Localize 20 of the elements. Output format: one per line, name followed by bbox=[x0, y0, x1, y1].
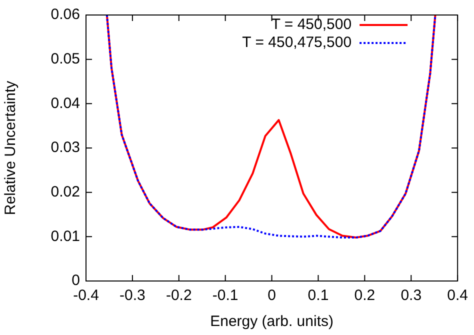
y-tick-label: 0.03 bbox=[50, 139, 80, 156]
y-tick-label: 0.06 bbox=[50, 6, 80, 24]
x-tick-label: 0.3 bbox=[400, 287, 422, 304]
x-tick-label: 0.4 bbox=[447, 287, 468, 304]
x-tick-label: -0.3 bbox=[120, 287, 146, 304]
x-tick-label: -0.4 bbox=[73, 287, 99, 304]
legend-label: T = 450,500 bbox=[271, 16, 352, 34]
y-axis-title: Relative Uncertainty bbox=[2, 80, 20, 216]
y-tick-label: 0.05 bbox=[50, 50, 80, 68]
y-tick-label: 0.02 bbox=[50, 183, 80, 200]
y-tick-label: 0 bbox=[72, 272, 80, 290]
x-axis-title: Energy (arb. units) bbox=[210, 313, 334, 330]
x-tick-label: -0.1 bbox=[212, 287, 238, 304]
x-tick-label: 0.2 bbox=[354, 287, 376, 304]
x-tick-label: 0 bbox=[268, 287, 276, 304]
x-tick-label: 0.1 bbox=[308, 287, 329, 304]
x-tick-label: -0.2 bbox=[166, 287, 192, 304]
y-tick-label: 0.01 bbox=[50, 228, 80, 245]
y-tick-label: 0.04 bbox=[50, 94, 80, 112]
legend-label: T = 450,475,500 bbox=[242, 34, 352, 52]
